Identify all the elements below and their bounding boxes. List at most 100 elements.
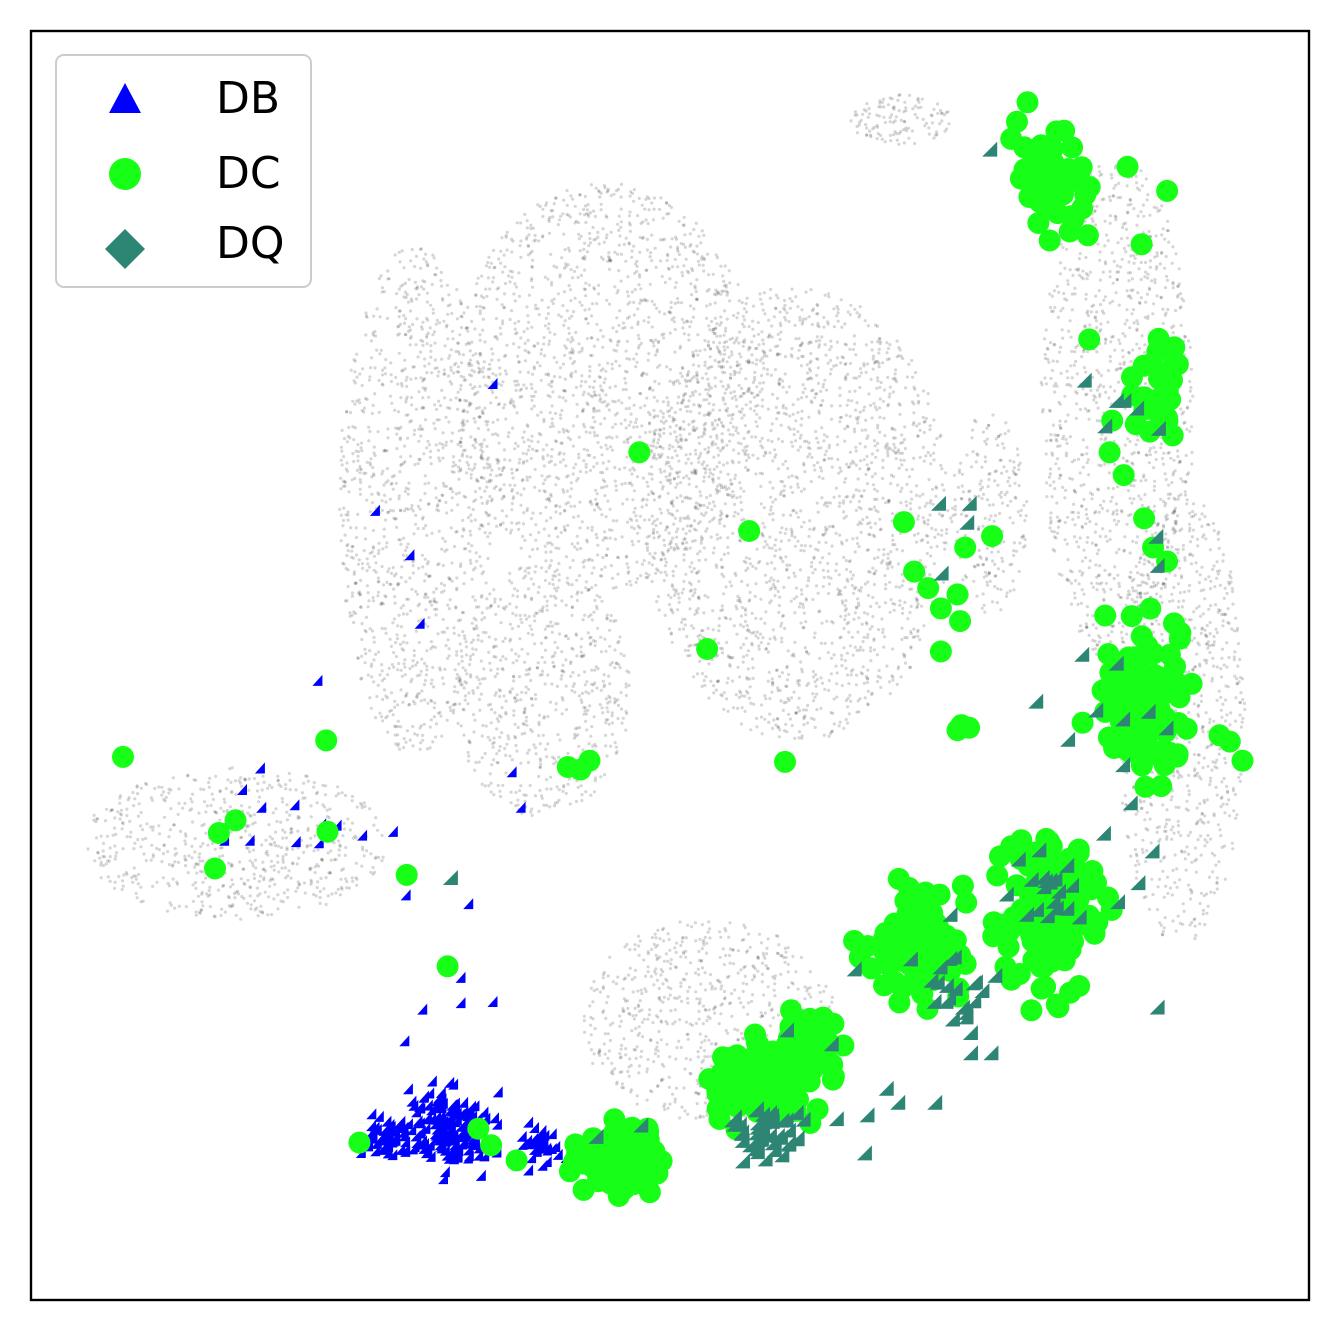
background-point [640, 373, 644, 378]
background-point [696, 521, 701, 526]
background-point [594, 237, 598, 241]
background-point [338, 893, 342, 897]
background-point [815, 302, 819, 307]
background-point [857, 415, 861, 419]
background-point [699, 535, 704, 539]
background-point [403, 460, 407, 464]
background-point [680, 270, 684, 275]
background-point [468, 529, 472, 533]
background-point [390, 663, 394, 667]
background-point [591, 415, 595, 420]
background-point [502, 495, 506, 499]
background-point [554, 196, 558, 200]
background-point [414, 287, 418, 291]
background-point [928, 513, 932, 517]
background-point [932, 458, 936, 462]
background-point [719, 321, 723, 325]
background-point [796, 679, 800, 683]
background-point [720, 512, 724, 516]
background-point [483, 406, 487, 410]
background-point [562, 388, 566, 393]
background-point [464, 342, 468, 346]
background-point [721, 423, 725, 428]
background-point [511, 400, 515, 404]
background-point [437, 370, 441, 374]
background-point [573, 296, 577, 300]
background-point [532, 404, 536, 408]
background-point [862, 405, 867, 409]
background-point [469, 455, 473, 459]
background-point [476, 390, 480, 394]
background-point [639, 392, 643, 396]
background-point [365, 460, 369, 464]
background-point [759, 715, 764, 719]
background-point [418, 747, 422, 751]
background-point [526, 448, 531, 452]
background-point [587, 307, 591, 311]
background-point [405, 597, 409, 601]
background-point [545, 475, 549, 479]
background-point [449, 439, 454, 443]
background-point [534, 449, 538, 453]
background-point [574, 385, 579, 389]
background-point [363, 628, 367, 633]
background-point [407, 481, 411, 485]
background-point [354, 581, 358, 585]
background-point [876, 448, 880, 453]
background-point [808, 369, 813, 373]
background-point [711, 472, 715, 477]
background-point [865, 548, 869, 552]
background-point [703, 447, 707, 451]
background-point [670, 456, 674, 460]
background-point [540, 235, 545, 239]
background-point [664, 462, 668, 466]
background-point [478, 415, 482, 419]
background-point [432, 706, 436, 710]
background-point [664, 201, 669, 205]
background-point [667, 460, 671, 465]
background-point [640, 562, 645, 566]
background-point [349, 555, 353, 559]
background-point [582, 268, 587, 272]
background-point [916, 630, 920, 634]
background-point [935, 544, 939, 549]
background-point [427, 443, 432, 447]
background-point [501, 319, 505, 323]
background-point [468, 558, 472, 562]
background-point [437, 499, 441, 503]
background-point [774, 293, 779, 297]
background-point [744, 556, 749, 560]
background-point [193, 850, 197, 854]
background-point [841, 501, 846, 505]
background-point [425, 371, 429, 375]
background-point [401, 640, 405, 644]
background-point [149, 858, 153, 862]
background-point [720, 694, 724, 698]
background-point [903, 600, 907, 605]
background-point [816, 591, 820, 595]
background-point [940, 483, 945, 487]
background-point [619, 252, 624, 256]
background-point [820, 556, 825, 560]
background-point [899, 441, 903, 445]
background-point [745, 296, 749, 300]
background-point [448, 406, 452, 410]
background-point [257, 795, 261, 799]
background-point [769, 576, 773, 580]
background-point [724, 387, 728, 391]
background-point [708, 411, 713, 415]
background-point [721, 274, 725, 278]
background-point [859, 586, 864, 590]
background-point [208, 776, 212, 781]
background-point [625, 357, 629, 361]
background-point [763, 351, 767, 355]
background-point [247, 788, 251, 792]
background-point [376, 594, 380, 598]
background-point [758, 439, 762, 443]
background-point [608, 338, 612, 342]
background-point [780, 671, 785, 675]
background-point [867, 467, 871, 471]
background-point [893, 436, 897, 440]
background-point [458, 618, 462, 622]
background-point [659, 521, 663, 525]
